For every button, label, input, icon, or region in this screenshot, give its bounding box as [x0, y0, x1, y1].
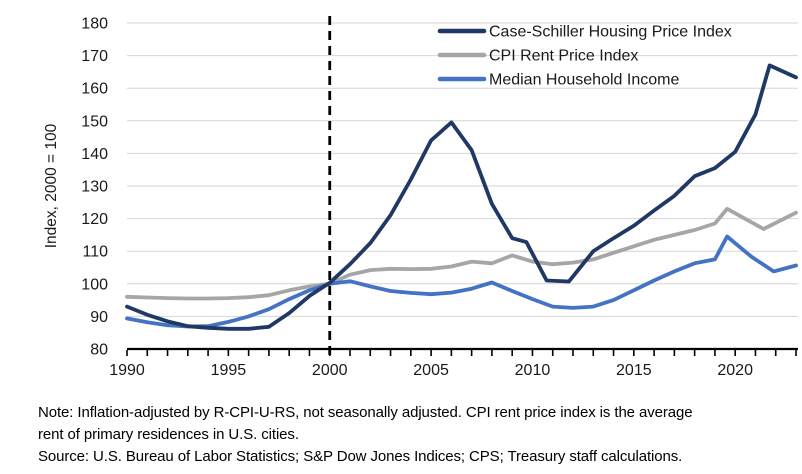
- x-axis-labels: 1990 1995 2000 2005 2010 2015 2020: [109, 362, 753, 379]
- y-tick-label: 180: [81, 16, 108, 33]
- x-tick-label: 1990: [109, 362, 145, 379]
- legend-item-median-household-income: Median Household Income: [437, 72, 679, 89]
- y-tick-label: 90: [90, 309, 108, 326]
- y-axis-labels: 80 90 100 110 120 130 140 150 160 170 180: [81, 16, 108, 359]
- x-tick-label: 2015: [616, 362, 652, 379]
- series-lines: [125, 63, 798, 331]
- x-tick-label: 2010: [515, 362, 551, 379]
- chart-notes: Note: Inflation-adjusted by R-CPI-U-RS, …: [38, 402, 782, 468]
- y-tick-label: 160: [81, 81, 108, 98]
- x-tick-label: 2000: [312, 362, 348, 379]
- x-tick-label: 2020: [717, 362, 753, 379]
- y-tick-label: 140: [81, 146, 108, 163]
- legend-label-cpi-rent-price-index: CPI Rent Price Index: [489, 48, 638, 65]
- legend-label-case-schiller-housing-price-index: Case-Schiller Housing Price Index: [489, 24, 732, 41]
- series-line-case-schiller-housing-price-index: [125, 63, 798, 331]
- series-line-median-household-income: [125, 234, 798, 329]
- y-tick-label: 170: [81, 48, 108, 65]
- series-line-cpi-rent-price-index: [125, 206, 798, 301]
- housing-price-line-chart: 1990 1995 2000 2005 2010 2015 2020 80 90 100 110 12…: [43, 16, 798, 379]
- y-tick-label: 120: [81, 211, 108, 228]
- legend-label-median-household-income: Median Household Income: [489, 72, 679, 89]
- y-tick-label: 110: [82, 244, 108, 261]
- y-tick-label: 100: [81, 276, 108, 293]
- x-tick-label: 1995: [211, 362, 247, 379]
- y-tick-label: 130: [81, 179, 108, 196]
- gridlines: [127, 22, 798, 317]
- y-tick-label: 150: [81, 113, 108, 130]
- x-axis: [126, 347, 798, 356]
- note-line: Note: Inflation-adjusted by R-CPI-U-RS, …: [38, 404, 693, 421]
- legend-item-case-schiller-housing-price-index: Case-Schiller Housing Price Index: [437, 24, 732, 41]
- legend: Case-Schiller Housing Price Index CPI Ren…: [437, 24, 732, 89]
- note-line: rent of primary residences in U.S. citie…: [38, 426, 299, 443]
- legend-item-cpi-rent-price-index: CPI Rent Price Index: [437, 48, 638, 65]
- y-axis-title: Index, 2000 = 100: [43, 123, 60, 248]
- source-line: Source: U.S. Bureau of Labor Statistics;…: [38, 448, 683, 465]
- y-tick-label: 80: [90, 342, 108, 359]
- x-tick-label: 2005: [413, 362, 449, 379]
